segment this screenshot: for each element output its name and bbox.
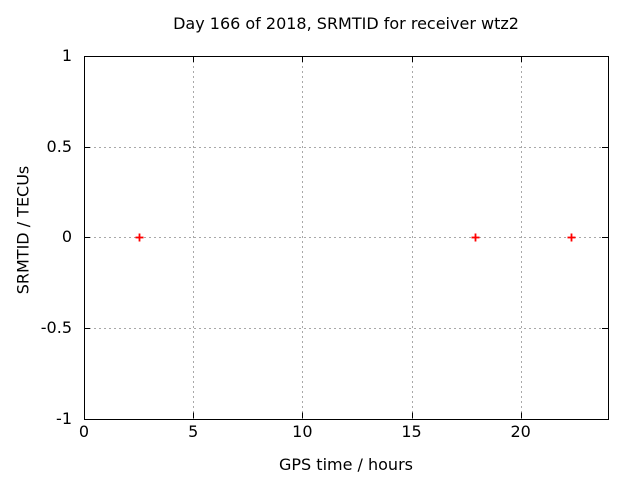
y-tick-label: -1 — [56, 408, 72, 428]
y-tick-label: 0 — [61, 227, 72, 247]
y-tick-label: 0.5 — [46, 136, 72, 156]
x-tick-label: 20 — [510, 422, 531, 441]
x-tick-label: 10 — [292, 422, 313, 441]
y-tick-label: 1 — [61, 46, 72, 65]
chart-title: Day 166 of 2018, SRMTID for receiver wtz… — [173, 14, 519, 33]
x-axis-label: GPS time / hours — [279, 455, 413, 474]
x-tick-label: 5 — [188, 422, 199, 441]
x-tick-label: 0 — [78, 422, 90, 441]
x-tick-label: 15 — [401, 422, 422, 441]
y-tick-label: -0.5 — [40, 317, 72, 337]
